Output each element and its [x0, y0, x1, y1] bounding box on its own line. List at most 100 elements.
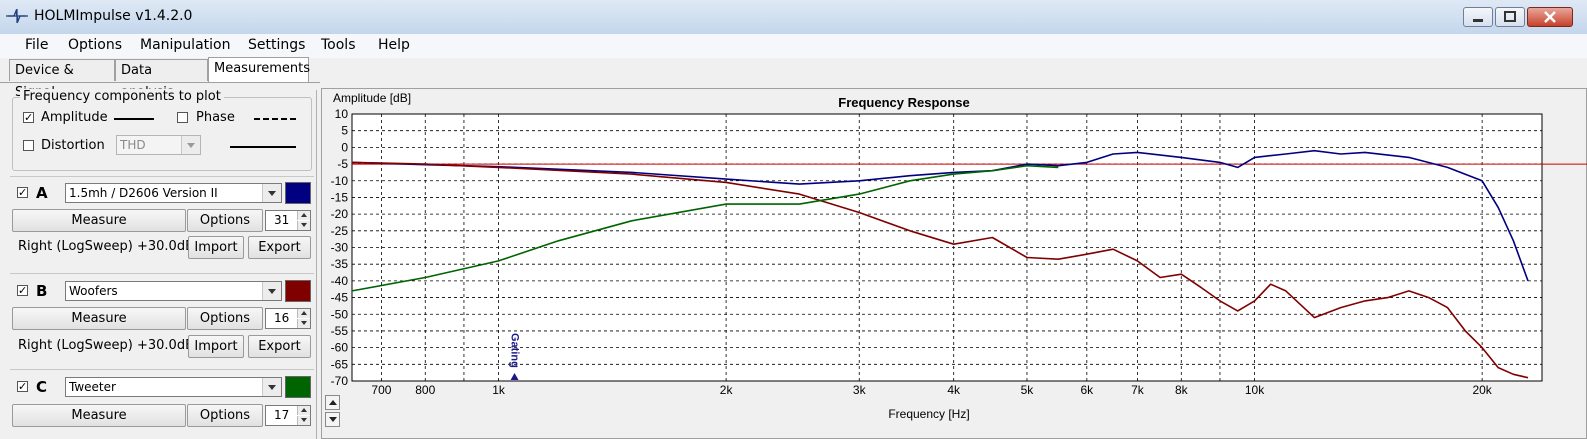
menu-tools[interactable]: Tools: [321, 37, 356, 53]
chevron-down-icon: [262, 184, 281, 202]
chart-y-ticks: 10 5 0 -5 -10 -15 -20 -25 -30 -35 -40 -45 -50 -55 -60 -…: [331, 107, 349, 388]
channel-c-options-button[interactable]: Options: [187, 404, 263, 427]
minimize-button[interactable]: [1463, 7, 1493, 27]
menu-help[interactable]: Help: [378, 37, 410, 53]
frequency-response-chart[interactable]: Amplitude [dB] Frequency Response 10 5 0 -5…: [321, 88, 1587, 439]
chevron-down-icon: [262, 282, 281, 300]
channel-b-select[interactable]: Woofers: [65, 281, 282, 301]
series-line-1: [351, 161, 1529, 379]
y-tick-label: 0: [341, 140, 348, 154]
channel-a-export-button[interactable]: Export: [248, 236, 311, 259]
close-button[interactable]: [1527, 7, 1573, 27]
spin-up-icon[interactable]: [297, 211, 310, 220]
distortion-select[interactable]: THD: [116, 135, 201, 155]
y-tick-label: -55: [331, 324, 349, 338]
channel-a-name: 1.5mh / D2606 Version II: [69, 186, 218, 200]
gating-marker-arrow: [510, 373, 519, 380]
amplitude-label: Amplitude: [41, 110, 108, 125]
channel-b-export-button[interactable]: Export: [248, 335, 311, 358]
channel-b-checkbox[interactable]: ✓: [17, 284, 28, 297]
x-tick-label: 3k: [853, 383, 867, 397]
chart-x-axis-label: Frequency [Hz]: [888, 407, 969, 421]
channel-separator: [10, 369, 314, 370]
x-tick-label: 8k: [1175, 383, 1189, 397]
scroll-down-button[interactable]: [325, 412, 340, 427]
x-tick-label: 10k: [1245, 383, 1265, 397]
channel-b-options-button[interactable]: Options: [187, 307, 263, 330]
channel-b-letter: B: [36, 282, 48, 300]
phase-checkbox[interactable]: [177, 112, 188, 123]
series-line-2: [351, 164, 1059, 292]
channel-a-info: Right (LogSweep) +30.0dB: [18, 239, 195, 254]
phase-label: Phase: [196, 110, 235, 125]
distortion-line-style: [230, 146, 296, 148]
channel-a-import-button[interactable]: Import: [188, 236, 244, 259]
maximize-button[interactable]: [1495, 7, 1525, 27]
spin-up-icon[interactable]: [297, 309, 310, 318]
y-tick-label: -35: [331, 257, 349, 271]
gating-marker-label: Gating: [509, 333, 521, 368]
tab-data-analysis[interactable]: Data analysis: [115, 59, 208, 100]
channel-c-select[interactable]: Tweeter: [65, 377, 282, 397]
y-tick-label: -45: [331, 291, 349, 305]
channel-b-color-swatch[interactable]: [285, 280, 311, 302]
channel-b-measure-button[interactable]: Measure: [12, 307, 186, 330]
scroll-up-button[interactable]: [325, 395, 340, 410]
y-tick-label: -5: [337, 157, 348, 171]
channel-a-measure-button[interactable]: Measure: [12, 209, 186, 232]
spin-down-icon[interactable]: [297, 319, 310, 328]
channel-c-measure-button[interactable]: Measure: [12, 404, 186, 427]
x-tick-label: 700: [371, 383, 391, 397]
y-tick-label: -30: [331, 241, 349, 255]
chart-title: Frequency Response: [838, 95, 970, 110]
amplitude-checkbox[interactable]: ✓: [23, 111, 34, 124]
y-tick-label: -40: [331, 274, 349, 288]
menu-manipulation[interactable]: Manipulation: [140, 37, 231, 53]
channel-a-select[interactable]: 1.5mh / D2606 Version II: [65, 183, 282, 203]
channel-b-import-button[interactable]: Import: [188, 335, 244, 358]
channel-a-count-value: 31: [274, 213, 290, 227]
channel-a-color-swatch[interactable]: [285, 182, 311, 204]
channel-separator: [10, 273, 314, 274]
channel-c-checkbox[interactable]: ✓: [17, 380, 28, 393]
y-tick-label: -15: [331, 190, 349, 204]
spin-down-icon[interactable]: [297, 221, 310, 230]
x-tick-label: 2k: [720, 383, 734, 397]
channel-c-count-stepper[interactable]: 17: [265, 405, 311, 426]
y-tick-label: -25: [331, 224, 349, 238]
channel-b-info: Right (LogSweep) +30.0dB: [18, 338, 195, 353]
app-icon: [6, 8, 28, 24]
tab-measurements[interactable]: Measurements: [208, 57, 310, 82]
y-tick-label: -50: [331, 307, 349, 321]
channel-b-count-stepper[interactable]: 16: [265, 308, 311, 329]
amplitude-line-style: [114, 118, 154, 120]
x-tick-label: 1k: [492, 383, 506, 397]
distortion-checkbox[interactable]: [23, 140, 34, 151]
channel-c-letter: C: [36, 378, 48, 396]
frequency-components-group: [12, 97, 312, 171]
phase-line-style: [254, 118, 296, 120]
channel-a-checkbox[interactable]: ✓: [17, 186, 28, 199]
spin-up-icon[interactable]: [297, 406, 310, 415]
channel-b-count-value: 16: [274, 311, 290, 325]
menu-settings[interactable]: Settings: [248, 37, 306, 53]
menu-options[interactable]: Options: [68, 37, 123, 53]
gating-marker-layer: Gating: [509, 333, 521, 380]
tab-device-signal[interactable]: Device & Signal: [9, 59, 115, 100]
menu-file[interactable]: File: [25, 37, 49, 53]
title-bar[interactable]: [0, 0, 1587, 35]
y-tick-label: 5: [341, 124, 348, 138]
tab-divider: [0, 82, 320, 83]
channel-a-options-button[interactable]: Options: [187, 209, 263, 232]
x-tick-label: 6k: [1080, 383, 1094, 397]
channel-a-count-stepper[interactable]: 31: [265, 210, 311, 231]
x-tick-label: 20k: [1472, 383, 1492, 397]
channel-c-color-swatch[interactable]: [285, 376, 311, 398]
frequency-components-title: Frequency components to plot: [20, 89, 224, 104]
y-tick-label: -10: [331, 174, 349, 188]
y-tick-label: -65: [331, 357, 349, 371]
channel-a-letter: A: [36, 184, 48, 202]
chart-y-axis-label: Amplitude [dB]: [333, 91, 411, 105]
distortion-label: Distortion: [41, 138, 105, 153]
spin-down-icon[interactable]: [297, 416, 310, 425]
